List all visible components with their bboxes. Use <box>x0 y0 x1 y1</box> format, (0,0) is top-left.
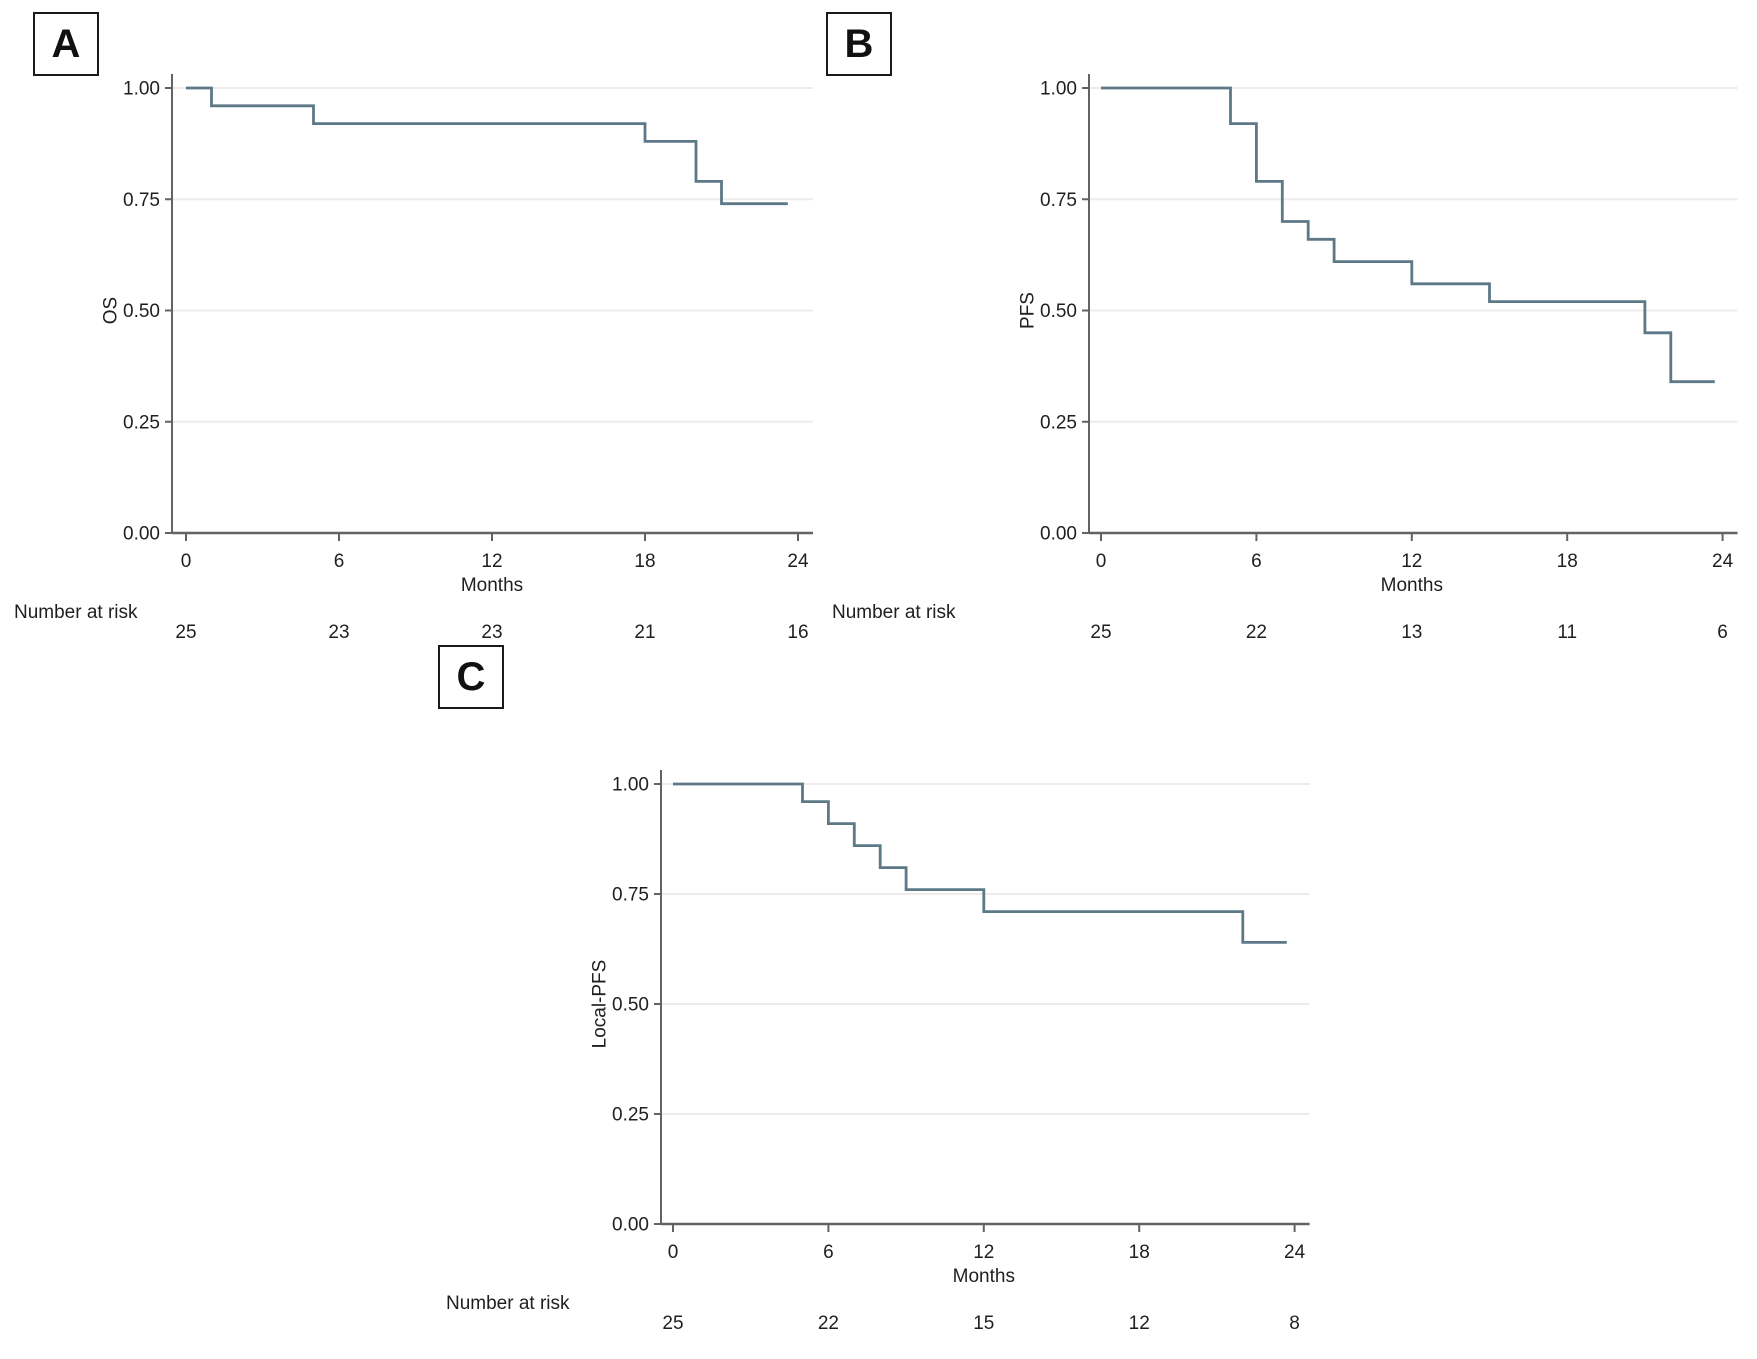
x-tick-label: 24 <box>787 551 809 572</box>
risk-count-month-6: 22 <box>818 1313 839 1334</box>
x-tick-label: 0 <box>1096 551 1107 572</box>
risk-table-label: Number at risk <box>832 602 956 623</box>
x-tick-label: 24 <box>1712 551 1734 572</box>
risk-count-month-0: 25 <box>662 1313 683 1334</box>
y-tick-label: 0.00 <box>612 1215 649 1236</box>
panel-b-chart: 0.00 0.25 0.50 0.75 1.00 PFS 0 6 12 18 24 Months Num… <box>832 74 1738 643</box>
x-tick-label: 6 <box>1251 551 1262 572</box>
risk-table-label: Number at risk <box>446 1293 570 1314</box>
km-curve-pfs <box>1101 86 1715 384</box>
risk-count-month-0: 25 <box>175 622 196 643</box>
km-curve-os <box>186 86 788 206</box>
x-tick-label: 18 <box>1557 551 1578 572</box>
risk-count-month-12: 13 <box>1401 622 1422 643</box>
x-tick-label: 12 <box>1401 551 1422 572</box>
x-axis-title: Months <box>461 575 523 596</box>
risk-count-month-12: 23 <box>481 622 502 643</box>
risk-table-label: Number at risk <box>14 602 138 623</box>
y-tick-label: 0.75 <box>1040 190 1077 211</box>
x-tick-label: 12 <box>973 1242 994 1263</box>
y-axis-title: Local-PFS <box>590 960 611 1049</box>
panel-b-label-box: B <box>826 12 892 76</box>
x-axis-title: Months <box>953 1266 1015 1287</box>
risk-count-month-24: 6 <box>1717 622 1728 643</box>
risk-count-month-6: 23 <box>328 622 349 643</box>
y-axis-title: OS <box>101 297 122 324</box>
x-tick-label: 18 <box>634 551 655 572</box>
x-tick-label: 18 <box>1129 1242 1150 1263</box>
y-tick-label: 0.25 <box>1040 412 1077 433</box>
x-tick-label: 0 <box>181 551 192 572</box>
panel-a-label-box: A <box>33 12 99 76</box>
risk-count-month-0: 25 <box>1090 622 1111 643</box>
panel-a-letter: A <box>51 21 81 66</box>
x-tick-label: 6 <box>823 1242 834 1263</box>
y-tick-label: 0.50 <box>123 301 160 322</box>
x-tick-label: 12 <box>481 551 502 572</box>
x-tick-label: 6 <box>334 551 345 572</box>
panel-c-chart: 0.00 0.25 0.50 0.75 1.00 Local-PFS 0 6 12 18 24 Mon… <box>446 770 1310 1334</box>
y-tick-label: 0.50 <box>1040 301 1077 322</box>
km-curve-local-pfs <box>673 782 1287 944</box>
x-tick-label: 24 <box>1284 1242 1306 1263</box>
panel-c-label-box: C <box>438 645 504 709</box>
y-tick-label: 0.50 <box>612 995 649 1016</box>
y-tick-label: 0.75 <box>123 190 160 211</box>
y-tick-label: 0.25 <box>123 412 160 433</box>
panel-a-chart: 0.00 0.25 0.50 0.75 1.00 OS 0 6 12 18 24 Months Numb… <box>14 74 813 643</box>
risk-count-month-12: 15 <box>973 1313 994 1334</box>
y-tick-label: 0.25 <box>612 1105 649 1126</box>
y-tick-label: 0.00 <box>1040 524 1077 545</box>
y-tick-label: 1.00 <box>612 775 649 796</box>
panel-b-letter: B <box>844 21 874 66</box>
risk-count-month-6: 22 <box>1246 622 1267 643</box>
risk-count-month-18: 11 <box>1557 622 1577 643</box>
y-tick-label: 0.00 <box>123 524 160 545</box>
y-axis-title: PFS <box>1018 292 1039 329</box>
x-axis-title: Months <box>1381 575 1443 596</box>
panel-c-letter: C <box>456 654 486 699</box>
risk-count-month-18: 21 <box>634 622 655 643</box>
risk-count-month-24: 16 <box>787 622 808 643</box>
y-tick-label: 1.00 <box>123 79 160 100</box>
y-tick-label: 0.75 <box>612 885 649 906</box>
x-tick-label: 0 <box>668 1242 679 1263</box>
risk-count-month-24: 8 <box>1289 1313 1300 1334</box>
risk-count-month-18: 12 <box>1129 1313 1150 1334</box>
y-tick-label: 1.00 <box>1040 79 1077 100</box>
